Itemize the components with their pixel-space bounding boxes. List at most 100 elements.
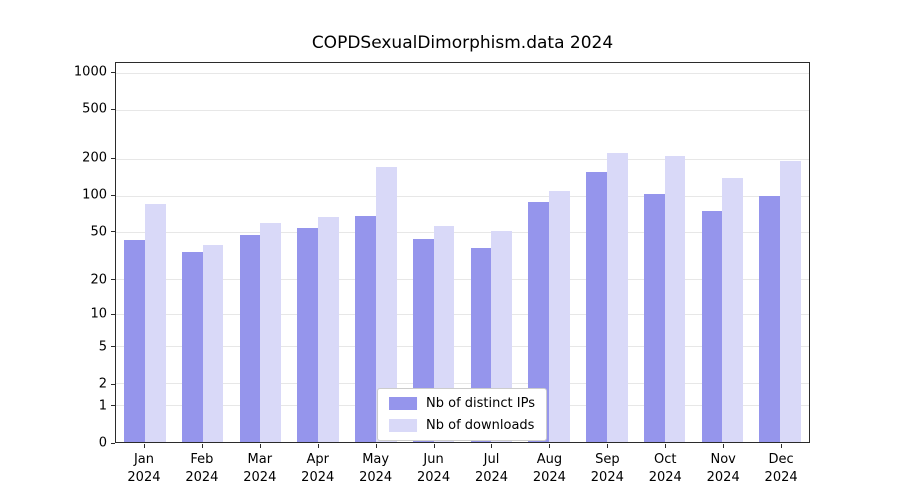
y-tick-label: 200 [82, 150, 107, 166]
y-tick-mark [111, 442, 115, 444]
x-tick-label-year: 2024 [301, 469, 335, 485]
x-tick-mark [433, 444, 435, 448]
y-tick-label: 2 [98, 376, 107, 392]
y-tick-mark [111, 108, 115, 110]
bar-nov-downloads [722, 178, 744, 442]
x-tick-label-month: Feb [190, 452, 214, 467]
y-tick-label: 5 [98, 339, 107, 355]
y-tick-mark [111, 346, 115, 348]
bar-dec-downloads [780, 161, 801, 442]
bar-apr-distinct-ips [297, 228, 319, 442]
x-tick-label-year: 2024 [359, 469, 393, 485]
x-tick-label-month: Oct [654, 452, 677, 467]
x-tick-label-month: Dec [768, 452, 794, 467]
x-tick-label-aug: Aug 2024 [520, 451, 578, 486]
gridline [116, 110, 809, 112]
gridline [116, 383, 809, 385]
x-tick-label-year: 2024 [185, 469, 219, 485]
x-tick-mark [491, 444, 493, 448]
bar-group-nov [694, 63, 752, 442]
x-tick-label-month: Aug [536, 452, 563, 467]
x-tick-label-year: 2024 [590, 469, 624, 485]
bar-group-apr [289, 63, 347, 442]
gridline [116, 73, 809, 75]
bar-jan-downloads [144, 204, 166, 442]
bar-oct-distinct-ips [643, 194, 665, 442]
bar-sep-downloads [606, 153, 628, 442]
legend-label-downloads: Nb of downloads [426, 418, 535, 433]
x-tick-label-month: May [362, 452, 390, 467]
x-tick-label-month: Jun [423, 452, 444, 467]
legend-label-distinct-ips: Nb of distinct IPs [426, 396, 535, 411]
bar-aug-downloads [549, 190, 570, 442]
x-tick-label-sep: Sep 2024 [578, 451, 636, 486]
x-tick-label-year: 2024 [764, 469, 798, 485]
gridline [116, 313, 809, 315]
x-tick-label-year: 2024 [706, 469, 740, 485]
bar-group-may [347, 63, 405, 442]
x-tick-label-jun: Jun 2024 [405, 451, 463, 486]
bar-feb-distinct-ips [181, 252, 203, 442]
gridline [116, 195, 809, 197]
y-tick-mark [111, 313, 115, 315]
bar-nov-distinct-ips [701, 211, 723, 442]
x-tick-label-dec: Dec 2024 [752, 451, 810, 486]
y-tick-label: 0 [98, 435, 107, 451]
x-tick-label-jan: Jan 2024 [115, 451, 173, 486]
y-tick-label: 1 [98, 398, 107, 414]
bar-apr-downloads [318, 216, 339, 442]
x-tick-label-year: 2024 [417, 469, 451, 485]
x-axis: Jan 2024 Feb 2024 Mar 2024 Apr 2024 May 2024 Jun 20… [115, 451, 810, 486]
x-tick-mark [143, 444, 145, 448]
x-tick-mark [317, 444, 319, 448]
bar-group-aug [520, 63, 578, 442]
y-tick-label: 1000 [73, 64, 107, 80]
y-tick-mark [111, 279, 115, 281]
x-tick-mark [723, 444, 725, 448]
bar-group-feb [174, 63, 232, 442]
y-tick-mark [111, 194, 115, 196]
x-tick-mark [607, 444, 609, 448]
x-tick-label-month: Sep [595, 452, 620, 467]
bar-may-downloads [375, 167, 397, 442]
y-tick-label: 500 [82, 101, 107, 117]
x-tick-label-month: Mar [247, 452, 273, 467]
bar-group-oct [636, 63, 694, 442]
chart-title: COPDSexualDimorphism.data 2024 [311, 33, 614, 53]
x-tick-label-feb: Feb 2024 [173, 451, 231, 486]
y-tick-label: 50 [90, 224, 107, 240]
gridline [116, 279, 809, 281]
x-tick-label-may: May 2024 [347, 451, 405, 486]
x-tick-label-month: Nov [710, 452, 736, 467]
bar-oct-downloads [664, 156, 686, 442]
y-tick-label: 10 [90, 306, 107, 322]
bar-may-distinct-ips [355, 215, 376, 442]
bar-group-sep [578, 63, 636, 442]
x-tick-label-year: 2024 [243, 469, 277, 485]
legend-entry-distinct-ips: Nb of distinct IPs [389, 396, 535, 411]
legend-swatch-downloads [389, 419, 418, 432]
x-tick-label-year: 2024 [648, 469, 682, 485]
y-tick-mark [111, 405, 115, 407]
y-tick-mark [111, 71, 115, 73]
bar-dec-distinct-ips [759, 196, 781, 442]
plot-area [115, 62, 810, 443]
y-tick-mark [111, 383, 115, 385]
bar-group-jul [463, 63, 521, 442]
x-tick-label-year: 2024 [474, 469, 509, 485]
bar-group-jan [116, 63, 174, 442]
bar-feb-downloads [202, 245, 224, 442]
x-tick-mark [201, 444, 203, 448]
x-tick-label-month: Jan [133, 452, 154, 467]
y-axis-tickmarks [111, 62, 115, 444]
legend-entry-downloads: Nb of downloads [389, 418, 535, 433]
gridline [116, 158, 809, 160]
gridline [116, 346, 809, 348]
y-tick-mark [111, 157, 115, 159]
bar-aug-distinct-ips [528, 202, 550, 442]
y-tick-mark [111, 231, 115, 233]
bar-mar-downloads [260, 222, 282, 442]
bar-jan-distinct-ips [124, 239, 145, 442]
x-tick-label-year: 2024 [127, 469, 161, 485]
x-tick-label-year: 2024 [532, 469, 566, 485]
